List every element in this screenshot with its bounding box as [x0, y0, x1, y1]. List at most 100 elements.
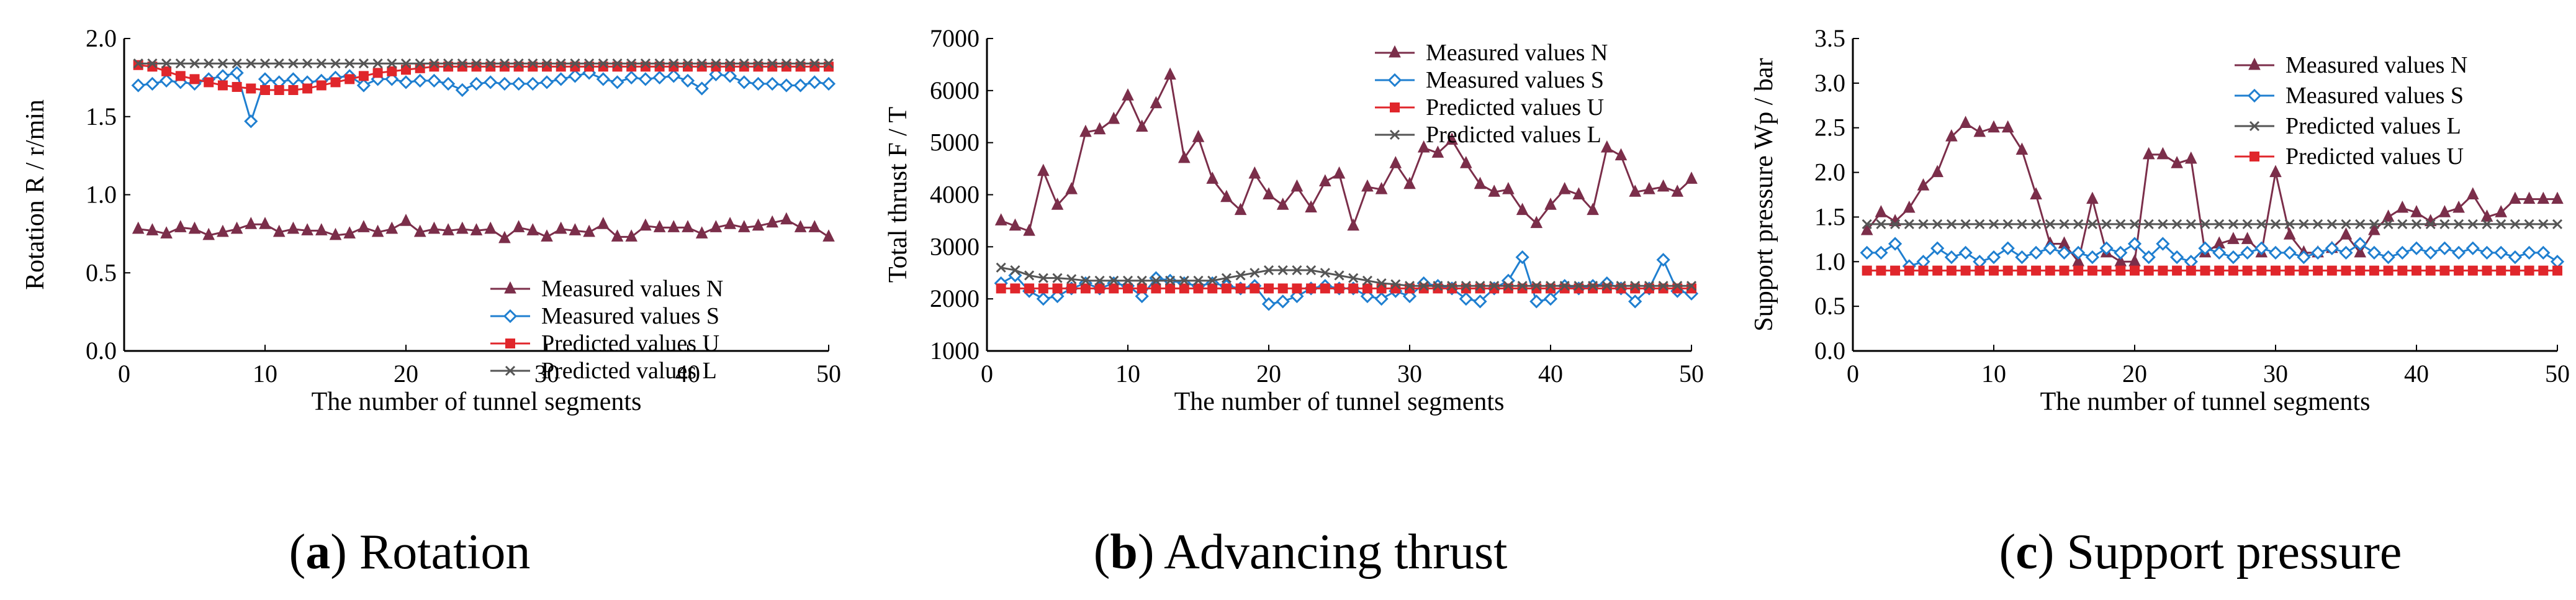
data-point [2508, 250, 2523, 265]
data-point [245, 217, 258, 229]
data-point [795, 58, 806, 69]
data-point [1615, 148, 1628, 161]
data-point [1290, 289, 1304, 304]
data-point [2228, 219, 2238, 229]
x-tick-label: 10 [1115, 360, 1140, 388]
data-point [1318, 174, 1331, 187]
data-point [2396, 200, 2409, 213]
data-point [2214, 265, 2225, 276]
data-point [1903, 200, 1916, 213]
data-point [2254, 241, 2269, 255]
data-point [485, 58, 496, 69]
data-point [2101, 265, 2112, 276]
data-point [189, 74, 200, 84]
data-point [513, 58, 524, 69]
data-point [1248, 166, 1261, 179]
data-point [739, 58, 749, 69]
legend-label: Predicted values L [541, 358, 717, 384]
data-point [484, 75, 498, 89]
data-point [1290, 179, 1304, 192]
data-point [610, 75, 624, 89]
data-point [1037, 163, 1050, 176]
data-point [1165, 283, 1176, 294]
data-point [159, 73, 174, 88]
data-point [1502, 181, 1515, 194]
data-point [204, 77, 214, 88]
data-point [1348, 283, 1359, 294]
data-point [1559, 281, 1570, 291]
data-point [175, 58, 186, 69]
data-point [1220, 189, 1233, 202]
y-tick-label: 0.0 [1814, 337, 1845, 365]
data-point [1932, 219, 1943, 229]
data-point [2454, 265, 2464, 276]
data-point [682, 220, 694, 232]
data-point [1389, 156, 1402, 168]
data-point [1531, 281, 1542, 291]
data-point [2410, 205, 2423, 217]
legend-item: Measured values N [490, 276, 723, 302]
data-point [2200, 265, 2210, 276]
data-point [484, 221, 497, 234]
data-point [288, 58, 299, 69]
legend-marker [505, 365, 516, 376]
data-point [188, 221, 201, 234]
data-point [1277, 265, 1288, 276]
x-tick-label: 40 [2404, 360, 2429, 388]
data-point [2158, 265, 2168, 276]
data-point [1960, 265, 1971, 276]
data-point [1946, 219, 1957, 229]
data-point [2284, 265, 2295, 276]
data-point [441, 76, 456, 91]
data-point [996, 283, 1006, 294]
data-point [133, 60, 143, 70]
data-point [695, 226, 708, 239]
data-point [2172, 265, 2182, 276]
data-point [1109, 275, 1119, 286]
legend-marker [504, 281, 516, 294]
data-point [2002, 219, 2013, 229]
chart-panel-b: 1000 2000 3000 4000 5000 6000 7000 0 10 20 30 40 50 T… [884, 24, 1704, 580]
data-point [1944, 250, 1959, 265]
data-point [2325, 241, 2339, 255]
data-point [994, 213, 1007, 225]
data-point [1376, 278, 1387, 289]
data-point [2057, 245, 2071, 260]
data-point [345, 58, 355, 69]
data-point [2495, 205, 2508, 217]
data-point [232, 81, 242, 92]
y-tick-label: 1.5 [1814, 202, 1845, 230]
data-point [1390, 279, 1401, 289]
data-point [640, 58, 651, 69]
data-point [217, 80, 228, 91]
data-point [1036, 292, 1050, 306]
data-point [2297, 250, 2311, 265]
data-point [1459, 156, 1472, 168]
data-point [1164, 67, 1176, 80]
data-point [2030, 187, 2042, 199]
data-point [1333, 166, 1346, 179]
data-point [1446, 132, 1458, 145]
data-point [1206, 171, 1219, 184]
data-point [794, 220, 807, 232]
data-point [133, 58, 143, 69]
data-point [2522, 245, 2536, 260]
data-point [2171, 156, 2183, 168]
data-point [1431, 145, 1444, 158]
data-point [1630, 281, 1641, 291]
data-point [1404, 281, 1415, 291]
data-point [1918, 219, 1929, 229]
caption-letter: b [1110, 525, 1138, 580]
x-tick-label: 40 [675, 360, 700, 388]
data-point [400, 58, 412, 69]
series-predicted-values-l [1862, 219, 2563, 229]
data-point [2552, 265, 2562, 276]
data-point [2509, 191, 2521, 204]
data-point [1503, 281, 1513, 291]
data-point [1093, 122, 1106, 135]
data-point [471, 58, 482, 69]
data-point [2242, 265, 2253, 276]
legend-label: Measured values S [2286, 83, 2464, 109]
data-point [809, 58, 820, 69]
data-point [2045, 219, 2055, 229]
